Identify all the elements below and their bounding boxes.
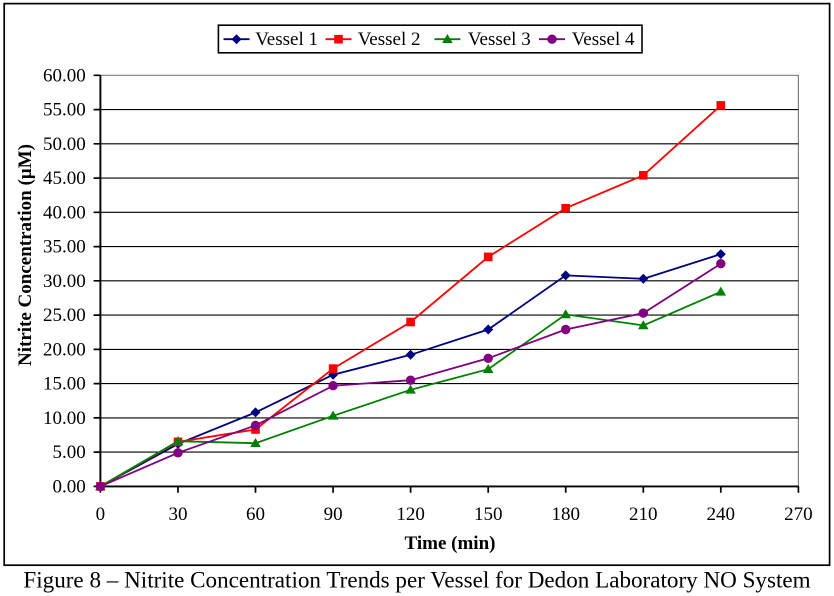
svg-text:150: 150 xyxy=(474,504,503,525)
svg-text:Vessel 1: Vessel 1 xyxy=(255,29,318,50)
svg-text:90: 90 xyxy=(324,504,343,525)
svg-text:30.00: 30.00 xyxy=(43,271,86,292)
svg-text:10.00: 10.00 xyxy=(43,408,86,429)
svg-text:25.00: 25.00 xyxy=(43,305,86,326)
svg-text:0.00: 0.00 xyxy=(53,476,86,497)
svg-text:50.00: 50.00 xyxy=(43,134,86,155)
svg-text:Vessel 4: Vessel 4 xyxy=(572,29,635,50)
svg-text:0: 0 xyxy=(96,504,106,525)
svg-text:20.00: 20.00 xyxy=(43,339,86,360)
svg-text:5.00: 5.00 xyxy=(53,442,86,463)
svg-text:45.00: 45.00 xyxy=(43,168,86,189)
svg-text:60: 60 xyxy=(246,504,265,525)
svg-text:Nitrite Concentration (µM): Nitrite Concentration (µM) xyxy=(15,144,36,366)
svg-text:270: 270 xyxy=(784,504,813,525)
svg-text:Vessel 3: Vessel 3 xyxy=(468,29,531,50)
svg-text:120: 120 xyxy=(396,504,425,525)
svg-text:55.00: 55.00 xyxy=(43,100,86,121)
svg-text:Time (min): Time (min) xyxy=(405,533,496,554)
svg-text:30: 30 xyxy=(169,504,188,525)
svg-text:40.00: 40.00 xyxy=(43,202,86,223)
svg-text:35.00: 35.00 xyxy=(43,237,86,258)
svg-text:60.00: 60.00 xyxy=(43,65,86,86)
svg-text:180: 180 xyxy=(551,504,580,525)
svg-text:Figure 8 – Nitrite Concentrati: Figure 8 – Nitrite Concentration Trends … xyxy=(23,567,810,593)
svg-text:240: 240 xyxy=(707,504,736,525)
svg-text:210: 210 xyxy=(629,504,658,525)
svg-text:15.00: 15.00 xyxy=(43,374,86,395)
svg-text:Vessel 2: Vessel 2 xyxy=(358,29,421,50)
